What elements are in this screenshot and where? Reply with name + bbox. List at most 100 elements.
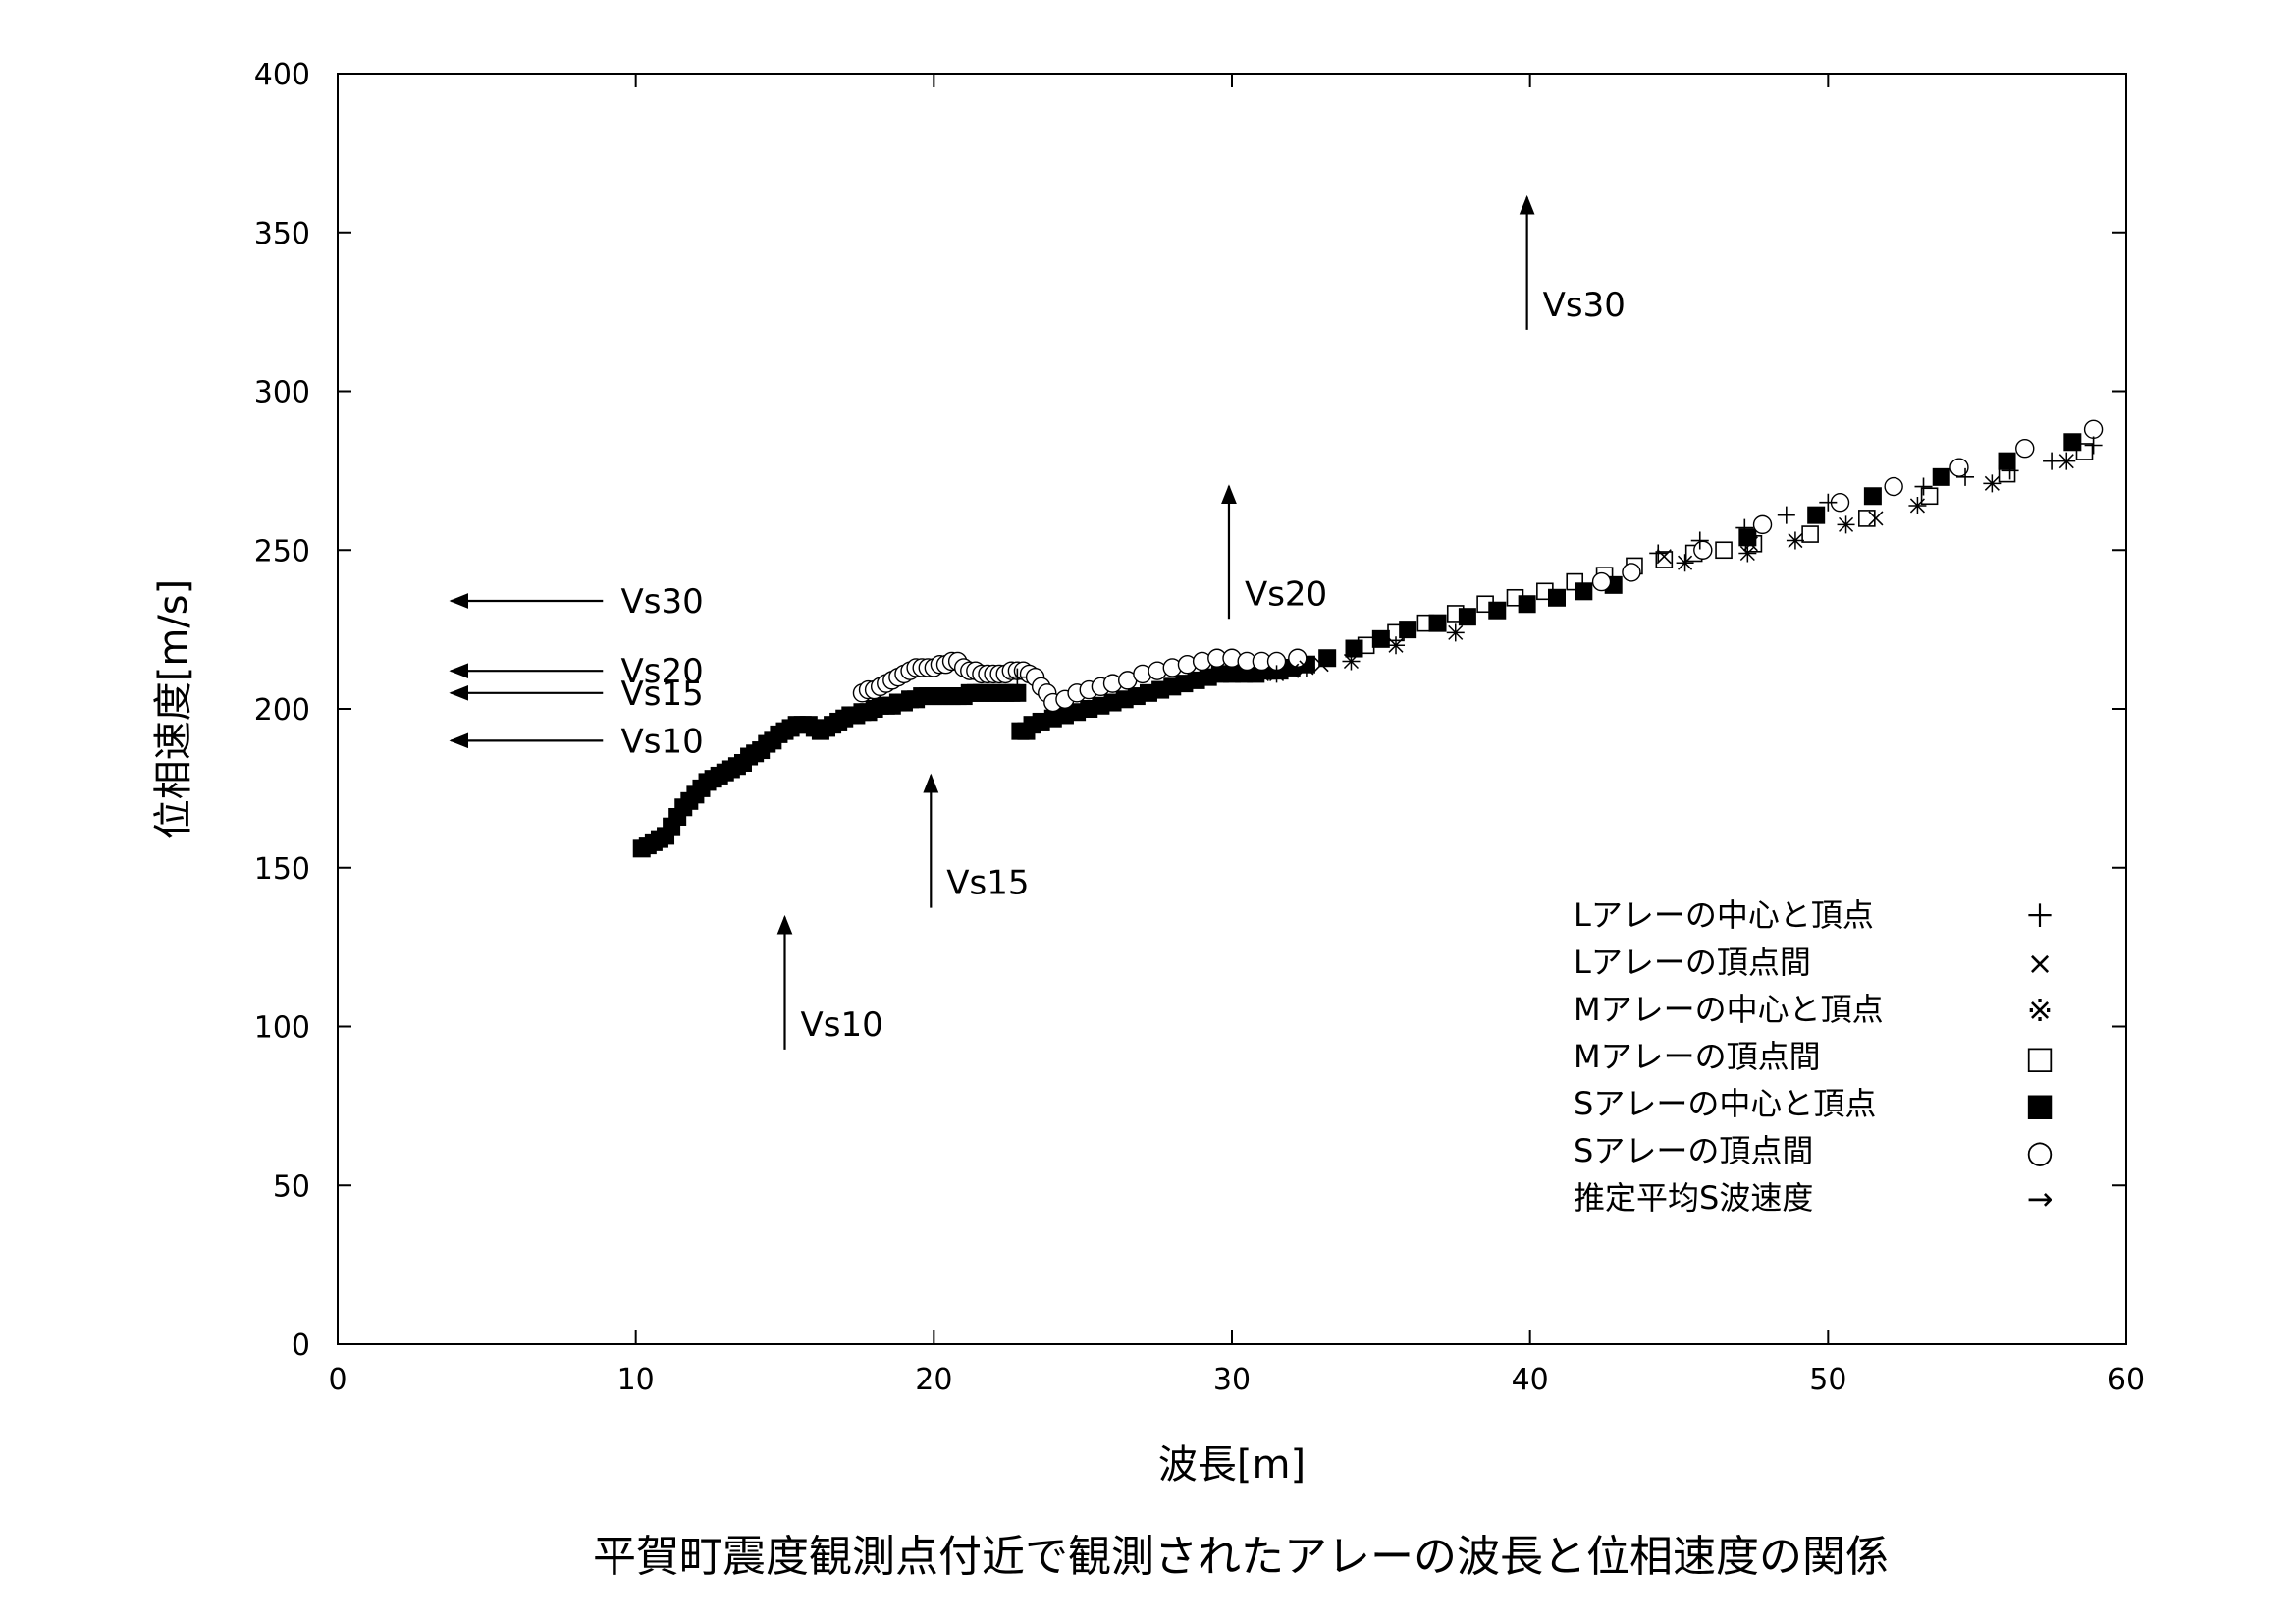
- asterisk-mark-stroke: [1983, 474, 2002, 493]
- y-tick-label: 150: [254, 852, 310, 887]
- legend-symbol: □: [2025, 1039, 2055, 1076]
- filled-square-mark-shape: [1008, 683, 1027, 702]
- legend-symbol: ■: [2025, 1086, 2055, 1123]
- square-mark-shape: [1715, 541, 1733, 560]
- legend-symbol: ※: [2027, 992, 2054, 1029]
- data-point-square: [1715, 541, 1733, 560]
- data-point-plus: [1735, 518, 1754, 537]
- data-point-asterisk: [2057, 452, 2076, 470]
- data-point-plus: [1690, 531, 1709, 550]
- data-point-filled-square: [1575, 582, 1593, 601]
- y-axis-title: 位相速度[m/s]: [151, 579, 196, 839]
- y-tick-label: 0: [292, 1328, 310, 1363]
- circle-mark-shape: [1752, 514, 1773, 535]
- horizontal-arrow-label: Vs10: [620, 722, 703, 761]
- asterisk-mark-stroke: [1786, 531, 1804, 550]
- x-tick-label: 50: [1809, 1363, 1846, 1397]
- y-tick-label: 350: [254, 217, 310, 251]
- data-point-asterisk: [1446, 623, 1465, 642]
- data-point-filled-square: [1428, 614, 1447, 632]
- legend-label: Mアレーの中心と頂点: [1574, 991, 1884, 1028]
- y-tick-label: 50: [273, 1169, 310, 1204]
- plus-mark-stroke: [1008, 668, 1027, 686]
- square-mark-shape: [1566, 572, 1584, 591]
- data-point-filled-square: [1998, 452, 2016, 470]
- legend-label: Lアレーの中心と頂点: [1574, 896, 1874, 934]
- filled-square-mark-shape: [1399, 621, 1417, 639]
- plus-mark-stroke: [1735, 518, 1754, 537]
- plus-mark-stroke: [2001, 461, 2019, 480]
- data-point-plus: [2084, 436, 2103, 455]
- data-point-square: [1801, 525, 1819, 543]
- filled-square-mark-shape: [1371, 629, 1390, 648]
- x-tick-label: 30: [1213, 1363, 1251, 1397]
- data-point-square: [2075, 443, 2094, 460]
- data-point-filled-square: [1488, 601, 1507, 620]
- data-point-filled-square: [1738, 528, 1757, 547]
- legend-label: Sアレーの頂点間: [1574, 1132, 1813, 1169]
- data-point-filled-square: [1863, 487, 1882, 506]
- data-point-x: [1254, 666, 1269, 681]
- filled-square-mark-shape: [1932, 467, 1950, 486]
- asterisk-mark-stroke: [1676, 554, 1694, 572]
- axis-ticks: 0 10 20 30 40 50 60 0 50 100 150 200 250 300 350 400: [254, 58, 2145, 1397]
- data-point-asterisk: [1738, 544, 1757, 563]
- data-point-x: [1868, 511, 1884, 526]
- circle-mark-shape: [1693, 540, 1713, 560]
- figure-caption: 平賀町震度観測点付近で観測されたアレーの波長と位相速度の関係: [593, 1532, 1889, 1582]
- data-point-filled-square: [1807, 506, 1826, 524]
- data-point-circle: [2083, 419, 2104, 440]
- vertical-arrow-label: Vs30: [1543, 286, 1626, 325]
- data-point-asterisk: [1387, 636, 1406, 655]
- legend-symbol: ×: [2027, 945, 2054, 982]
- data-point-square: [1858, 510, 1876, 527]
- x-mark-stroke: [1742, 536, 1758, 552]
- data-point-circle: [1884, 476, 1903, 497]
- asterisk-mark-stroke: [1837, 515, 1855, 534]
- data-point-plus: [1914, 477, 1933, 496]
- data-point-filled-square: [1008, 683, 1027, 702]
- horizontal-arrow-label: Vs20: [620, 652, 703, 691]
- square-mark-shape: [1920, 487, 1939, 506]
- data-point-asterisk: [1983, 474, 2002, 493]
- asterisk-mark-stroke: [1297, 658, 1315, 677]
- data-point-circle: [1591, 571, 1612, 592]
- vertical-arrow-label: Vs20: [1245, 574, 1327, 614]
- asterisk-mark-stroke: [2057, 452, 2076, 470]
- data-point-x: [1284, 663, 1300, 678]
- data-point-square: [1566, 572, 1584, 591]
- data-point-plus: [1956, 467, 1975, 486]
- data-point-asterisk: [1786, 531, 1804, 550]
- vertical-arrow-label: Vs15: [946, 864, 1029, 903]
- x-axis-title: 波長[m]: [1158, 1442, 1306, 1488]
- data-point-filled-square: [1932, 467, 1950, 486]
- x-mark-stroke: [1284, 663, 1300, 678]
- filled-square-mark-shape: [1575, 582, 1593, 601]
- circle-mark-shape: [2015, 439, 2035, 459]
- filled-square-mark-shape: [1458, 608, 1476, 626]
- asterisk-mark-stroke: [1908, 496, 1927, 514]
- legend-symbol: ＋: [2024, 897, 2056, 935]
- plus-mark-stroke: [2084, 436, 2103, 455]
- data-point-filled-square: [1371, 629, 1390, 648]
- data-point-asterisk: [1837, 515, 1855, 534]
- x-mark-stroke: [1656, 549, 1672, 565]
- data-point-plus: [1008, 668, 1027, 686]
- asterisk-mark-stroke: [1267, 665, 1286, 683]
- legend-symbol: ○: [2026, 1133, 2054, 1170]
- horizontal-arrow-label: Vs15: [620, 675, 703, 714]
- y-tick-label: 300: [254, 376, 310, 410]
- filled-square-mark-shape: [1428, 614, 1447, 632]
- square-mark-shape: [1801, 525, 1819, 543]
- plot-frame: [337, 73, 2127, 1345]
- asterisk-mark-stroke: [1387, 636, 1406, 655]
- asterisk-mark-stroke: [1446, 623, 1465, 642]
- data-point-x: [1656, 549, 1672, 565]
- data-point-circle: [1693, 540, 1713, 560]
- x-mark-stroke: [1868, 511, 1884, 526]
- x-mark-stroke: [1313, 657, 1329, 673]
- data-point-asterisk: [1342, 652, 1361, 671]
- circle-mark-shape: [1884, 476, 1903, 497]
